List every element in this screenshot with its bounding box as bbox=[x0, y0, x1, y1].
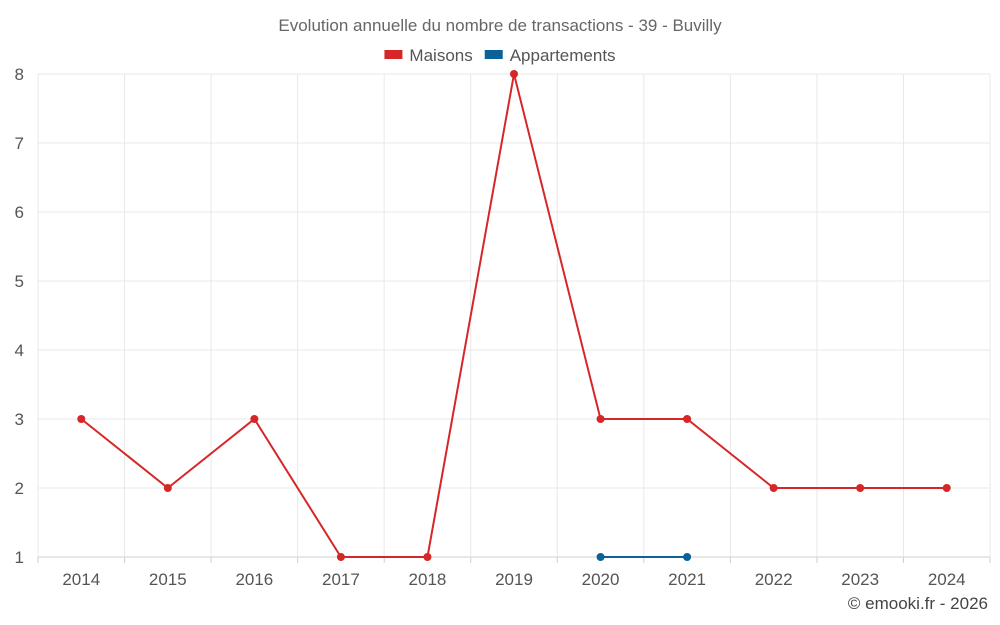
y-axis-ticks: 1 2 3 4 5 6 7 8 bbox=[15, 65, 24, 567]
x-tick-label: 2018 bbox=[409, 570, 447, 589]
data-point[interactable] bbox=[163, 484, 172, 492]
y-tick-label: 4 bbox=[15, 341, 24, 360]
y-tick-label: 1 bbox=[15, 548, 24, 567]
series-appartements bbox=[596, 553, 692, 561]
x-tick-label: 2014 bbox=[62, 570, 100, 589]
x-tick-label: 2023 bbox=[841, 570, 879, 589]
data-point[interactable] bbox=[769, 484, 778, 492]
x-axis-ticks: 2014 2015 2016 2017 2018 2019 2020 2021 2022 2023… bbox=[62, 570, 965, 589]
data-point[interactable] bbox=[336, 553, 345, 561]
y-tick-label: 3 bbox=[15, 410, 24, 429]
legend-swatch bbox=[484, 50, 503, 59]
y-tick-label: 8 bbox=[15, 65, 24, 84]
data-point[interactable] bbox=[77, 415, 86, 423]
x-tick-label: 2024 bbox=[928, 570, 966, 589]
data-point[interactable] bbox=[510, 70, 518, 78]
x-tick-label: 2017 bbox=[322, 570, 360, 589]
x-tick-label: 2022 bbox=[755, 570, 793, 589]
legend-swatch bbox=[384, 50, 403, 59]
data-point[interactable] bbox=[683, 553, 692, 561]
y-tick-label: 6 bbox=[15, 203, 24, 222]
x-tick-label: 2015 bbox=[149, 570, 187, 589]
data-point[interactable] bbox=[596, 415, 605, 423]
legend-label: Maisons bbox=[409, 46, 472, 65]
legend-item-appartements[interactable]: Appartements bbox=[484, 46, 616, 65]
x-tick-label: 2021 bbox=[668, 570, 706, 589]
legend-label: Appartements bbox=[510, 46, 616, 65]
legend-item-maisons[interactable]: Maisons bbox=[384, 46, 473, 65]
data-point[interactable] bbox=[423, 553, 432, 561]
x-tick-label: 2019 bbox=[495, 570, 533, 589]
credit-text: © emooki.fr - 2026 bbox=[847, 594, 988, 613]
x-tick-label: 2020 bbox=[582, 570, 620, 589]
data-point[interactable] bbox=[683, 415, 692, 423]
series-layer bbox=[77, 70, 951, 561]
data-point[interactable] bbox=[596, 553, 605, 561]
y-tick-label: 2 bbox=[15, 479, 24, 498]
data-point[interactable] bbox=[942, 484, 951, 492]
x-tick-label: 2016 bbox=[235, 570, 273, 589]
series-maisons bbox=[77, 70, 951, 561]
grid bbox=[37, 73, 991, 563]
y-tick-label: 5 bbox=[15, 272, 24, 291]
legend: Maisons Appartements bbox=[384, 46, 616, 65]
y-tick-label: 7 bbox=[15, 134, 24, 153]
chart-title: Evolution annuelle du nombre de transact… bbox=[278, 16, 722, 35]
data-point[interactable] bbox=[250, 415, 259, 423]
data-point[interactable] bbox=[856, 484, 865, 492]
